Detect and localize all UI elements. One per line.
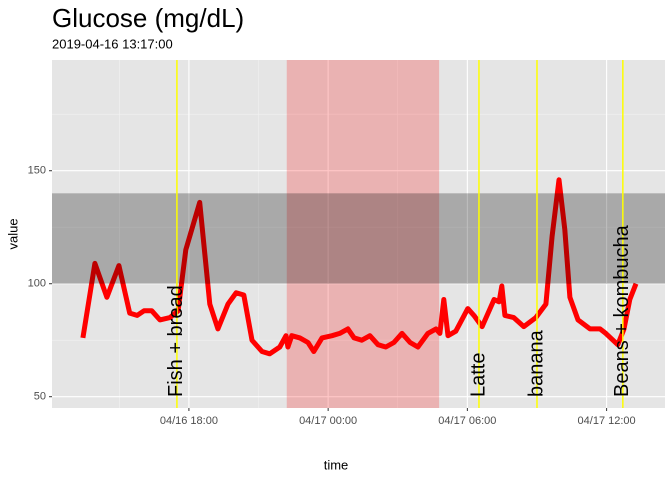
chart-subtitle: 2019-04-16 13:17:00	[52, 36, 173, 51]
event-label: Fish + bread	[165, 285, 187, 397]
glucose-line	[80, 177, 639, 357]
y-tick-label: 100	[28, 278, 46, 290]
x-axis-label: time	[324, 457, 349, 472]
target-band	[52, 193, 665, 284]
x-tick-label: 04/17 00:00	[299, 415, 357, 427]
y-axis-label: value	[5, 218, 20, 249]
event-label: banana	[525, 329, 547, 397]
x-tick-label: 04/17 06:00	[438, 415, 496, 427]
highlight-region	[286, 60, 440, 408]
chart-title: Glucose (mg/dL)	[52, 3, 244, 33]
event-label: Beans + kombucha	[611, 224, 633, 397]
event-label: Latte	[467, 353, 489, 397]
y-tick-label: 50	[34, 391, 46, 403]
x-tick-label: 04/16 18:00	[160, 415, 218, 427]
x-tick-label: 04/17 12:00	[578, 415, 636, 427]
y-tick-label: 150	[28, 165, 46, 177]
